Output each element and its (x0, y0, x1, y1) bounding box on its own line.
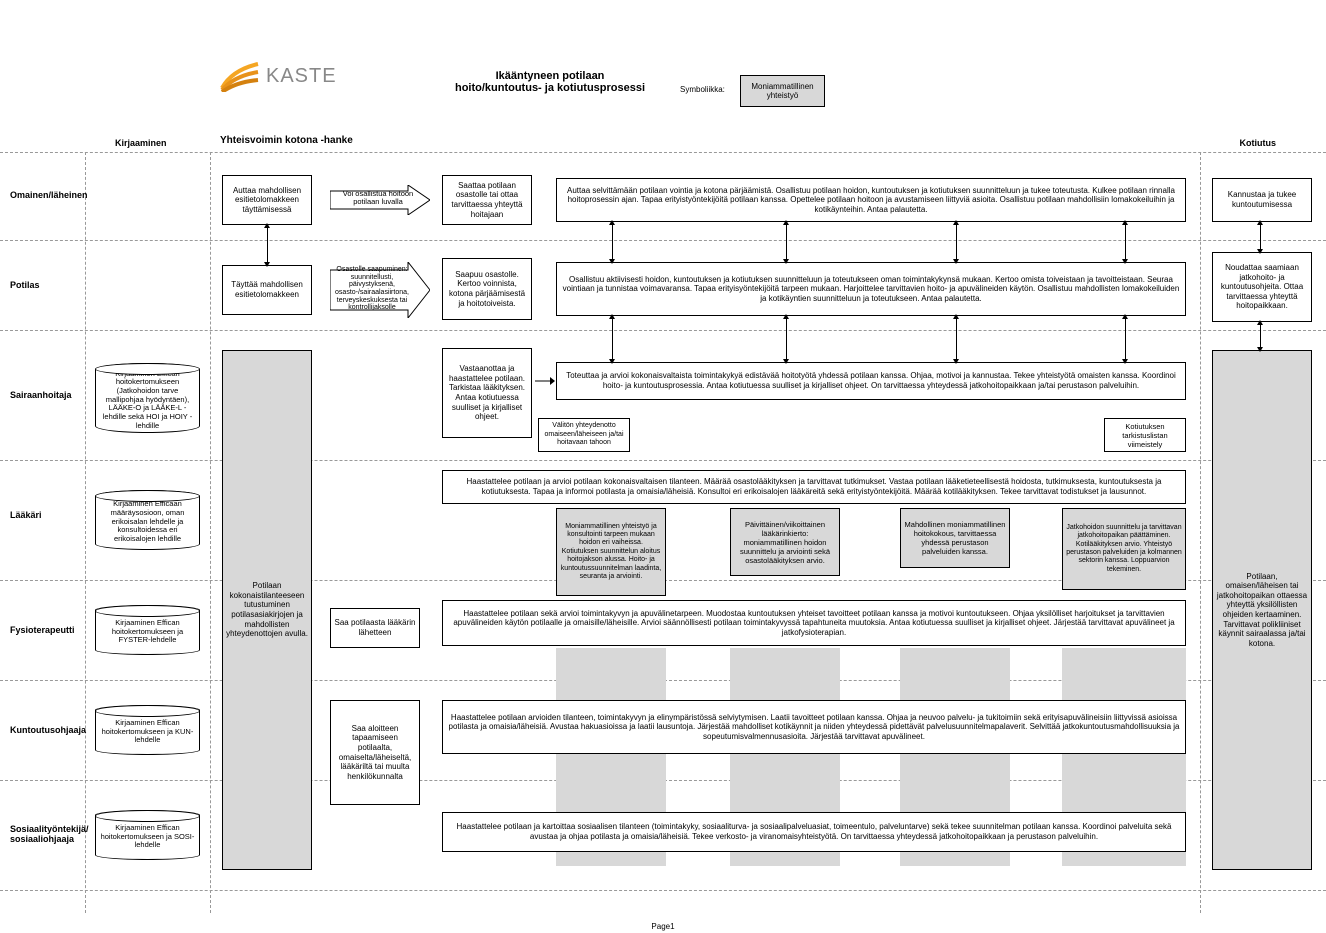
title-line2: hoito/kuntoutus- ja kotiutusprosessi (420, 82, 680, 94)
v-arrow (1125, 225, 1126, 259)
logo: KASTE (220, 60, 337, 92)
box-pot2: Saapuu osastolle. Kertoo voinnista, koto… (442, 258, 532, 320)
v-arrow (1260, 225, 1261, 249)
box-fy1: Saa potilaasta lääkärin lähetteen (330, 608, 420, 648)
tall-box-right: Potilaan, omaisen/läheisen tai jatkohoit… (1212, 350, 1312, 870)
row-sep (0, 890, 1326, 891)
lane-kuntoutus: Kuntoutusohjaaja (10, 725, 85, 735)
box-la-g1: Moniammatillinen yhteistyö ja konsultoin… (556, 508, 666, 596)
box-om4: Kannustaa ja tukee kuntoutumisessa (1212, 178, 1312, 222)
h-arrow (535, 376, 555, 386)
header: KASTE Ikääntyneen potilaan hoito/kuntout… (220, 60, 1306, 130)
v-arrow (1125, 319, 1126, 359)
v-arrow (1260, 325, 1261, 347)
cyl-ku: Kirjaaminen Effican hoitokertomukseen ja… (95, 705, 200, 755)
row-sep (0, 330, 1326, 331)
kaste-logo-icon (220, 60, 260, 92)
cyl-sh: Kirjaaminen Effican hoitokertomukseen (J… (95, 363, 200, 433)
box-so2: Haastattelee potilaan ja kartoittaa sosi… (442, 812, 1186, 852)
row-sep (0, 460, 1326, 461)
box-sh1: Vastaanottaa ja haastattelee potilaan. T… (442, 348, 532, 438)
v-arrow (612, 319, 613, 359)
lane-sairaanhoitaja: Sairaanhoitaja (10, 390, 85, 400)
box-la1: Haastattelee potilaan ja arvioi potilaan… (442, 470, 1186, 504)
title-line1: Ikääntyneen potilaan (420, 70, 680, 82)
box-om1: Auttaa mahdollisen esitietolomakkeen täy… (222, 175, 312, 225)
arrow-pot-text: Osastolle saapuminen: suunnitellusti, pä… (331, 266, 413, 312)
box-pot3: Osallistuu aktiivisesti hoidon, kuntoutu… (556, 262, 1186, 316)
box-sh2: Toteuttaa ja arvioi kokonaisvaltaista to… (556, 362, 1186, 400)
v-arrow (956, 319, 957, 359)
v-arrow (786, 225, 787, 259)
lane-sosiaali: Sosiaalityöntekijä/ sosiaaliohjaaja (10, 825, 85, 845)
col-sep (210, 152, 211, 913)
tall-box-tutustuminen: Potilaan kokonaistilanteeseen tutustumin… (222, 350, 312, 870)
box-om3: Auttaa selvittämään potilaan vointia ja … (556, 178, 1186, 222)
box-la-g3: Mahdollinen moniammatillinen hoitokokous… (900, 508, 1010, 568)
logo-text: KASTE (266, 65, 337, 88)
box-ku1: Saa aloitteen tapaamiseen potilaalta, om… (330, 700, 420, 805)
lane-laakari: Lääkäri (10, 510, 85, 520)
subtitle: Yhteisvoimin kotona -hanke (220, 135, 353, 146)
box-pot4: Noudattaa saamiaan jatkohoito- ja kuntou… (1212, 252, 1312, 322)
col-sep (1200, 152, 1201, 913)
box-la-g4: Jatkohoidon suunnittelu ja tarvittavan j… (1062, 508, 1186, 590)
lane-omainen: Omainen/läheinen (10, 190, 85, 200)
page: KASTE Ikääntyneen potilaan hoito/kuntout… (0, 0, 1326, 933)
col-header-kotiutus: Kotiutus (1240, 138, 1277, 148)
footer-page: Page1 (651, 922, 674, 931)
v-arrow (956, 225, 957, 259)
box-ku2: Haastattelee potilaan arvioiden tilantee… (442, 700, 1186, 754)
row-sep (0, 152, 1326, 153)
box-sh3: Kotiutuksen tarkistuslistan viimeistely (1104, 418, 1186, 452)
cyl-la: Kirjaaminen Efficaan määräysosioon, oman… (95, 490, 200, 550)
col-sep (85, 152, 86, 913)
col-header-kirjaaminen: Kirjaaminen (115, 138, 167, 148)
box-la-g2: Päivittäinen/viikoittainen lääkärinkiert… (730, 508, 840, 576)
lane-fysio: Fysioterapeutti (10, 625, 85, 635)
box-sh-sub: Välitön yhteydenotto omaiseen/läheiseen … (538, 418, 630, 452)
box-fy2: Haastattelee potilaan sekä arvioi toimin… (442, 600, 1186, 646)
symbol-box: Moniammatillinen yhteistyö (740, 75, 825, 107)
box-om2: Saattaa potilaan osastolle tai ottaa tar… (442, 175, 532, 225)
cyl-fy: Kirjaaminen Effican hoitokertomukseen ja… (95, 605, 200, 655)
box-pot1: Täyttää mahdollisen esitietolomakkeen (222, 265, 312, 315)
v-arrow (612, 225, 613, 259)
lane-potilas: Potilas (10, 280, 85, 290)
cyl-so: Kirjaaminen Effican hoitokertomukseen ja… (95, 810, 200, 860)
row-sep (0, 240, 1326, 241)
arrow-om-text: Voi osallistua hoitoon potilaan luvalla (333, 190, 423, 207)
symbol-label: Symboliikka: (680, 85, 725, 94)
v-arrow (786, 319, 787, 359)
page-title: Ikääntyneen potilaan hoito/kuntoutus- ja… (420, 70, 680, 94)
v-arrow (267, 228, 268, 262)
